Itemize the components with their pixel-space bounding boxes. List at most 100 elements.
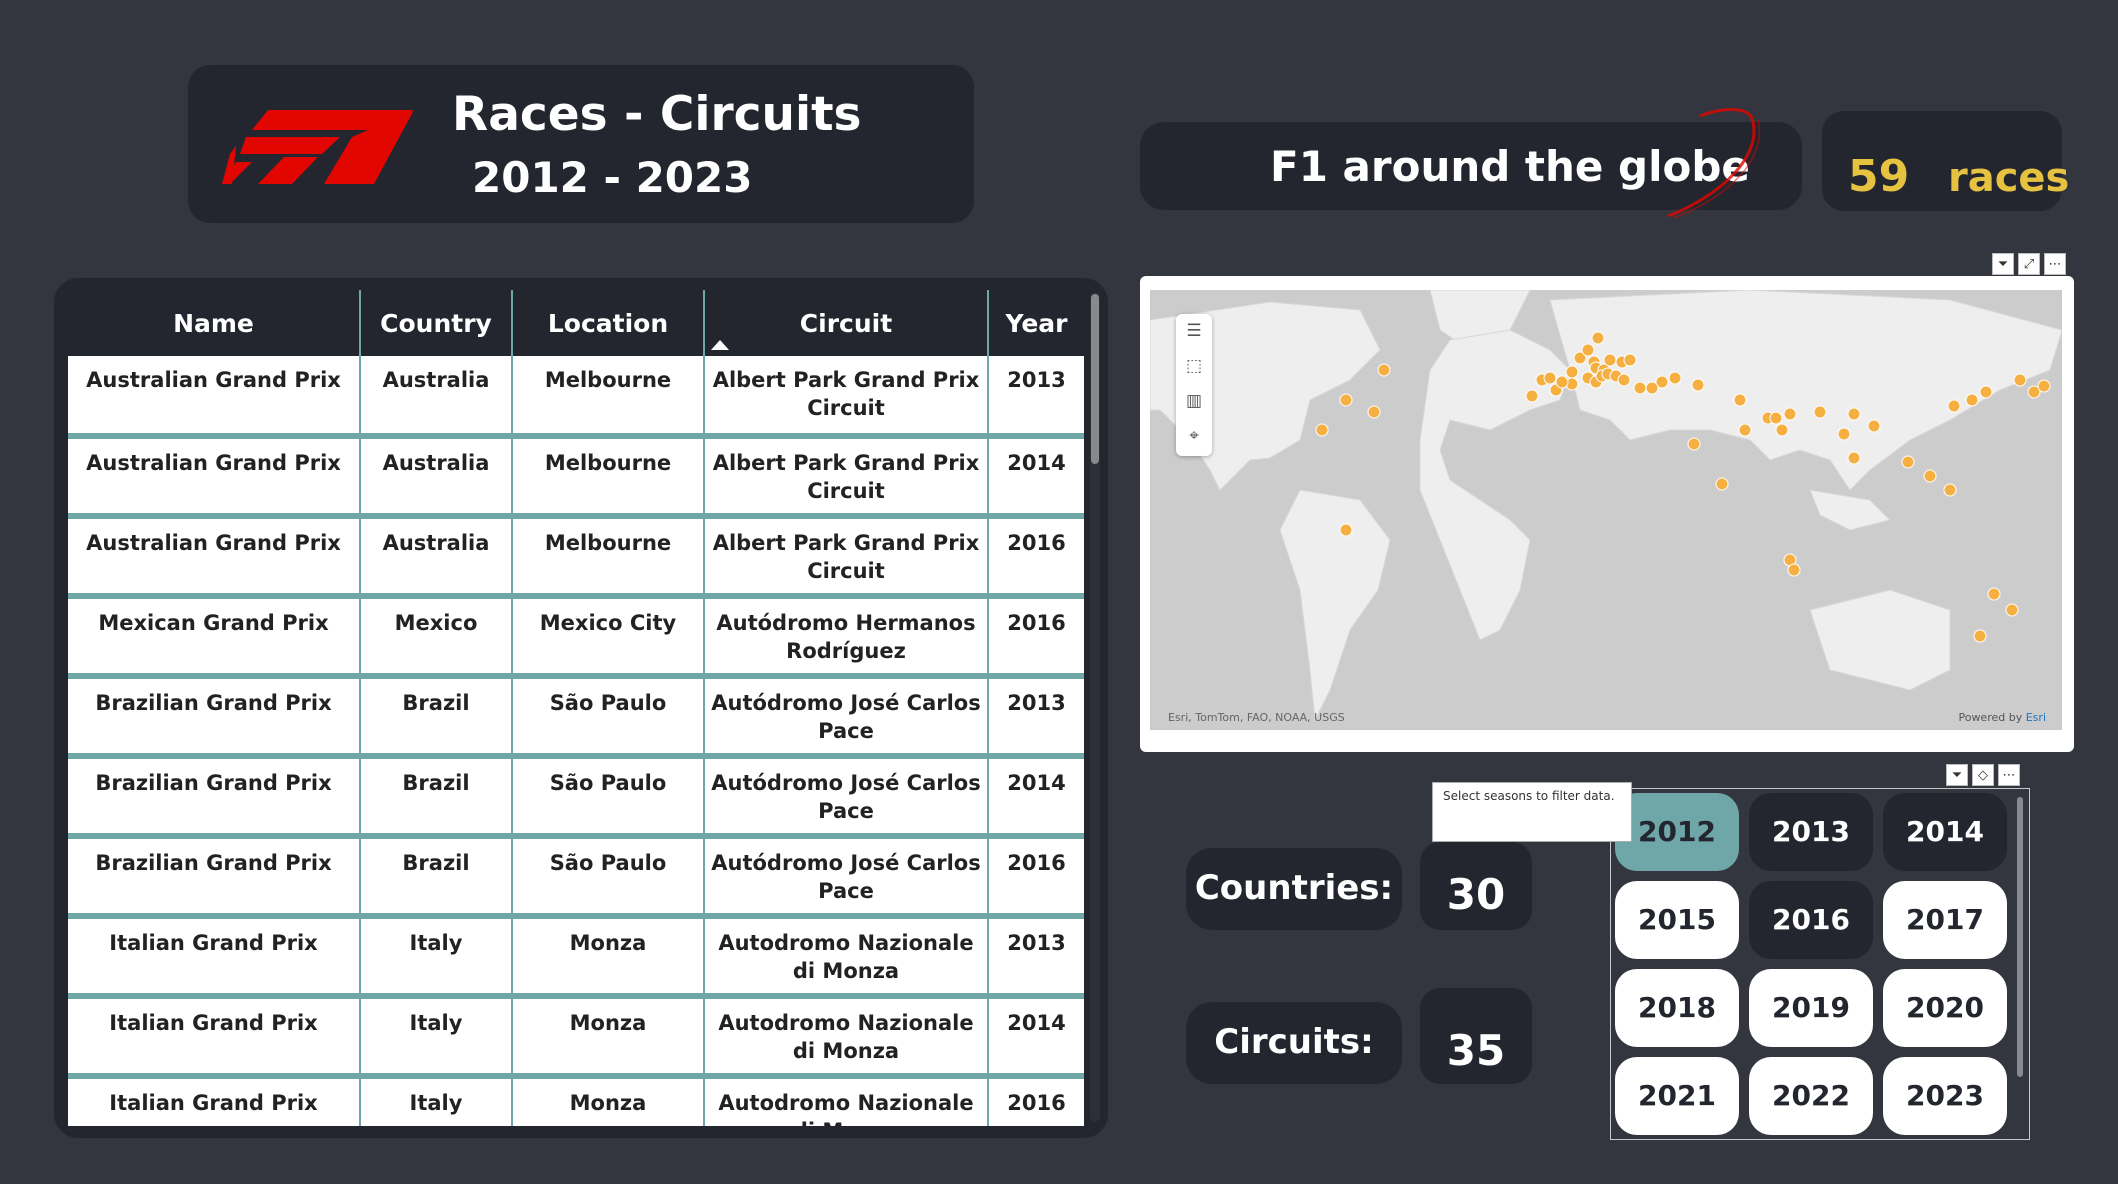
- race-marker[interactable]: [2037, 379, 2051, 393]
- race-marker[interactable]: [1715, 477, 1729, 491]
- race-marker[interactable]: [1947, 399, 1961, 413]
- sort-ascending-icon[interactable]: [711, 340, 729, 350]
- table-row[interactable]: Brazilian Grand Prix Brazil São Paulo Autód…: [68, 756, 1084, 839]
- slicer-scrollbar[interactable]: [2017, 797, 2023, 1077]
- race-marker[interactable]: [1555, 375, 1569, 389]
- cell-location: Melbourne: [511, 356, 704, 439]
- race-marker[interactable]: [1733, 393, 1747, 407]
- race-marker[interactable]: [1623, 353, 1637, 367]
- race-marker[interactable]: [1377, 363, 1391, 377]
- race-marker[interactable]: [1573, 351, 1587, 365]
- table-row[interactable]: Italian Grand Prix Italy Monza Autodromo Na…: [68, 996, 1084, 1079]
- race-marker[interactable]: [1655, 375, 1669, 389]
- more-options-icon[interactable]: ⋯: [2044, 253, 2066, 275]
- column-header-name[interactable]: Name: [68, 290, 360, 356]
- column-header-location[interactable]: Location: [511, 290, 704, 356]
- race-marker[interactable]: [1787, 563, 1801, 577]
- race-marker[interactable]: [1339, 393, 1353, 407]
- year-button-2019[interactable]: 2019: [1749, 969, 1873, 1047]
- year-button-2015[interactable]: 2015: [1615, 881, 1739, 959]
- cell-location: São Paulo: [511, 836, 704, 919]
- eraser-icon[interactable]: ◇: [1972, 764, 1994, 786]
- filter-icon[interactable]: ⏷: [1946, 764, 1968, 786]
- table-row[interactable]: Australian Grand Prix Australia Melbourne A…: [68, 436, 1084, 519]
- race-marker[interactable]: [1339, 523, 1353, 537]
- race-marker[interactable]: [1979, 385, 1993, 399]
- year-button-2014[interactable]: 2014: [1883, 793, 2007, 871]
- year-button-2016[interactable]: 2016: [1749, 881, 1873, 959]
- esri-link[interactable]: Esri: [2025, 711, 2046, 724]
- table-row[interactable]: Mexican Grand Prix Mexico Mexico City Autód…: [68, 596, 1084, 679]
- menu-icon[interactable]: ☰: [1186, 321, 1202, 341]
- race-marker[interactable]: [1668, 371, 1682, 385]
- table-scrollbar-thumb[interactable]: [1091, 294, 1099, 464]
- table-row[interactable]: Italian Grand Prix Italy Monza Autodromo Na…: [68, 1076, 1084, 1126]
- year-button-2021[interactable]: 2021: [1615, 1057, 1739, 1135]
- year-button-2017[interactable]: 2017: [1883, 881, 2007, 959]
- race-marker[interactable]: [1783, 407, 1797, 421]
- race-marker[interactable]: [1581, 343, 1595, 357]
- cell-country: Australia: [359, 436, 512, 519]
- race-marker[interactable]: [1645, 381, 1659, 395]
- race-marker[interactable]: [1591, 331, 1605, 345]
- race-marker[interactable]: [1633, 381, 1647, 395]
- cell-name: Australian Grand Prix: [68, 436, 360, 519]
- race-marker[interactable]: [1813, 405, 1827, 419]
- race-marker[interactable]: [1901, 455, 1915, 469]
- race-marker[interactable]: [2027, 385, 2041, 399]
- page-title: Races - Circuits: [452, 87, 862, 142]
- year-button-2020[interactable]: 2020: [1883, 969, 2007, 1047]
- slicer-visual-header: ⏷ ◇ ⋯: [1946, 764, 2020, 786]
- cell-circuit: Autódromo José Carlos Pace: [703, 756, 988, 839]
- race-marker[interactable]: [1837, 427, 1851, 441]
- year-button-2023[interactable]: 2023: [1883, 1057, 2007, 1135]
- location-icon[interactable]: ⌖: [1189, 426, 1199, 446]
- year-button-2018[interactable]: 2018: [1615, 969, 1739, 1047]
- year-button-2022[interactable]: 2022: [1749, 1057, 1873, 1135]
- year-button-2013[interactable]: 2013: [1749, 793, 1873, 871]
- chart-icon[interactable]: ▥: [1185, 391, 1203, 411]
- race-marker[interactable]: [1867, 419, 1881, 433]
- table-body-viewport: Name Country Location Circuit Year Austr…: [68, 290, 1084, 1126]
- race-marker[interactable]: [1315, 423, 1329, 437]
- race-marker[interactable]: [1973, 629, 1987, 643]
- cell-circuit: Albert Park Grand Prix Circuit: [703, 356, 988, 439]
- map-visual-header: ⏷ ⤢ ⋯: [1992, 253, 2066, 275]
- focus-mode-icon[interactable]: ⤢: [2018, 253, 2040, 275]
- cell-location: Monza: [511, 996, 704, 1079]
- select-rect-icon[interactable]: ⬚: [1185, 356, 1203, 376]
- table-row[interactable]: Australian Grand Prix Australia Melbourne A…: [68, 356, 1084, 439]
- table-row[interactable]: Australian Grand Prix Australia Melbourne A…: [68, 516, 1084, 599]
- column-header-year[interactable]: Year: [987, 290, 1084, 356]
- race-marker[interactable]: [1617, 373, 1631, 387]
- cell-location: Melbourne: [511, 516, 704, 599]
- race-marker[interactable]: [1687, 437, 1701, 451]
- race-marker[interactable]: [1923, 469, 1937, 483]
- race-marker[interactable]: [1775, 423, 1789, 437]
- table-row[interactable]: Brazilian Grand Prix Brazil São Paulo Autód…: [68, 836, 1084, 919]
- race-marker[interactable]: [1943, 483, 1957, 497]
- race-marker[interactable]: [1987, 587, 2001, 601]
- column-header-country[interactable]: Country: [359, 290, 512, 356]
- column-header-circuit[interactable]: Circuit: [703, 290, 988, 356]
- more-options-icon[interactable]: ⋯: [1998, 764, 2020, 786]
- filter-icon[interactable]: ⏷: [1992, 253, 2014, 275]
- race-marker[interactable]: [2013, 373, 2027, 387]
- race-marker[interactable]: [1769, 411, 1783, 425]
- table-row[interactable]: Italian Grand Prix Italy Monza Autodromo Na…: [68, 916, 1084, 999]
- table-scrollbar[interactable]: [1090, 292, 1100, 1122]
- race-marker[interactable]: [1367, 405, 1381, 419]
- race-marker[interactable]: [1965, 393, 1979, 407]
- year-button-2012[interactable]: 2012: [1615, 793, 1739, 871]
- race-marker[interactable]: [1847, 451, 1861, 465]
- race-marker[interactable]: [1691, 378, 1705, 392]
- race-marker[interactable]: [1543, 371, 1557, 385]
- race-marker[interactable]: [1565, 365, 1579, 379]
- table-row[interactable]: Brazilian Grand Prix Brazil São Paulo Autód…: [68, 676, 1084, 759]
- race-marker[interactable]: [1738, 423, 1752, 437]
- world-map[interactable]: ☰ ⬚ ▥ ⌖ Esri, TomTom, FAO, NOAA, USGS Po…: [1150, 290, 2062, 730]
- race-marker[interactable]: [1847, 407, 1861, 421]
- race-marker[interactable]: [1525, 389, 1539, 403]
- race-marker[interactable]: [2005, 603, 2019, 617]
- race-marker[interactable]: [1603, 353, 1617, 367]
